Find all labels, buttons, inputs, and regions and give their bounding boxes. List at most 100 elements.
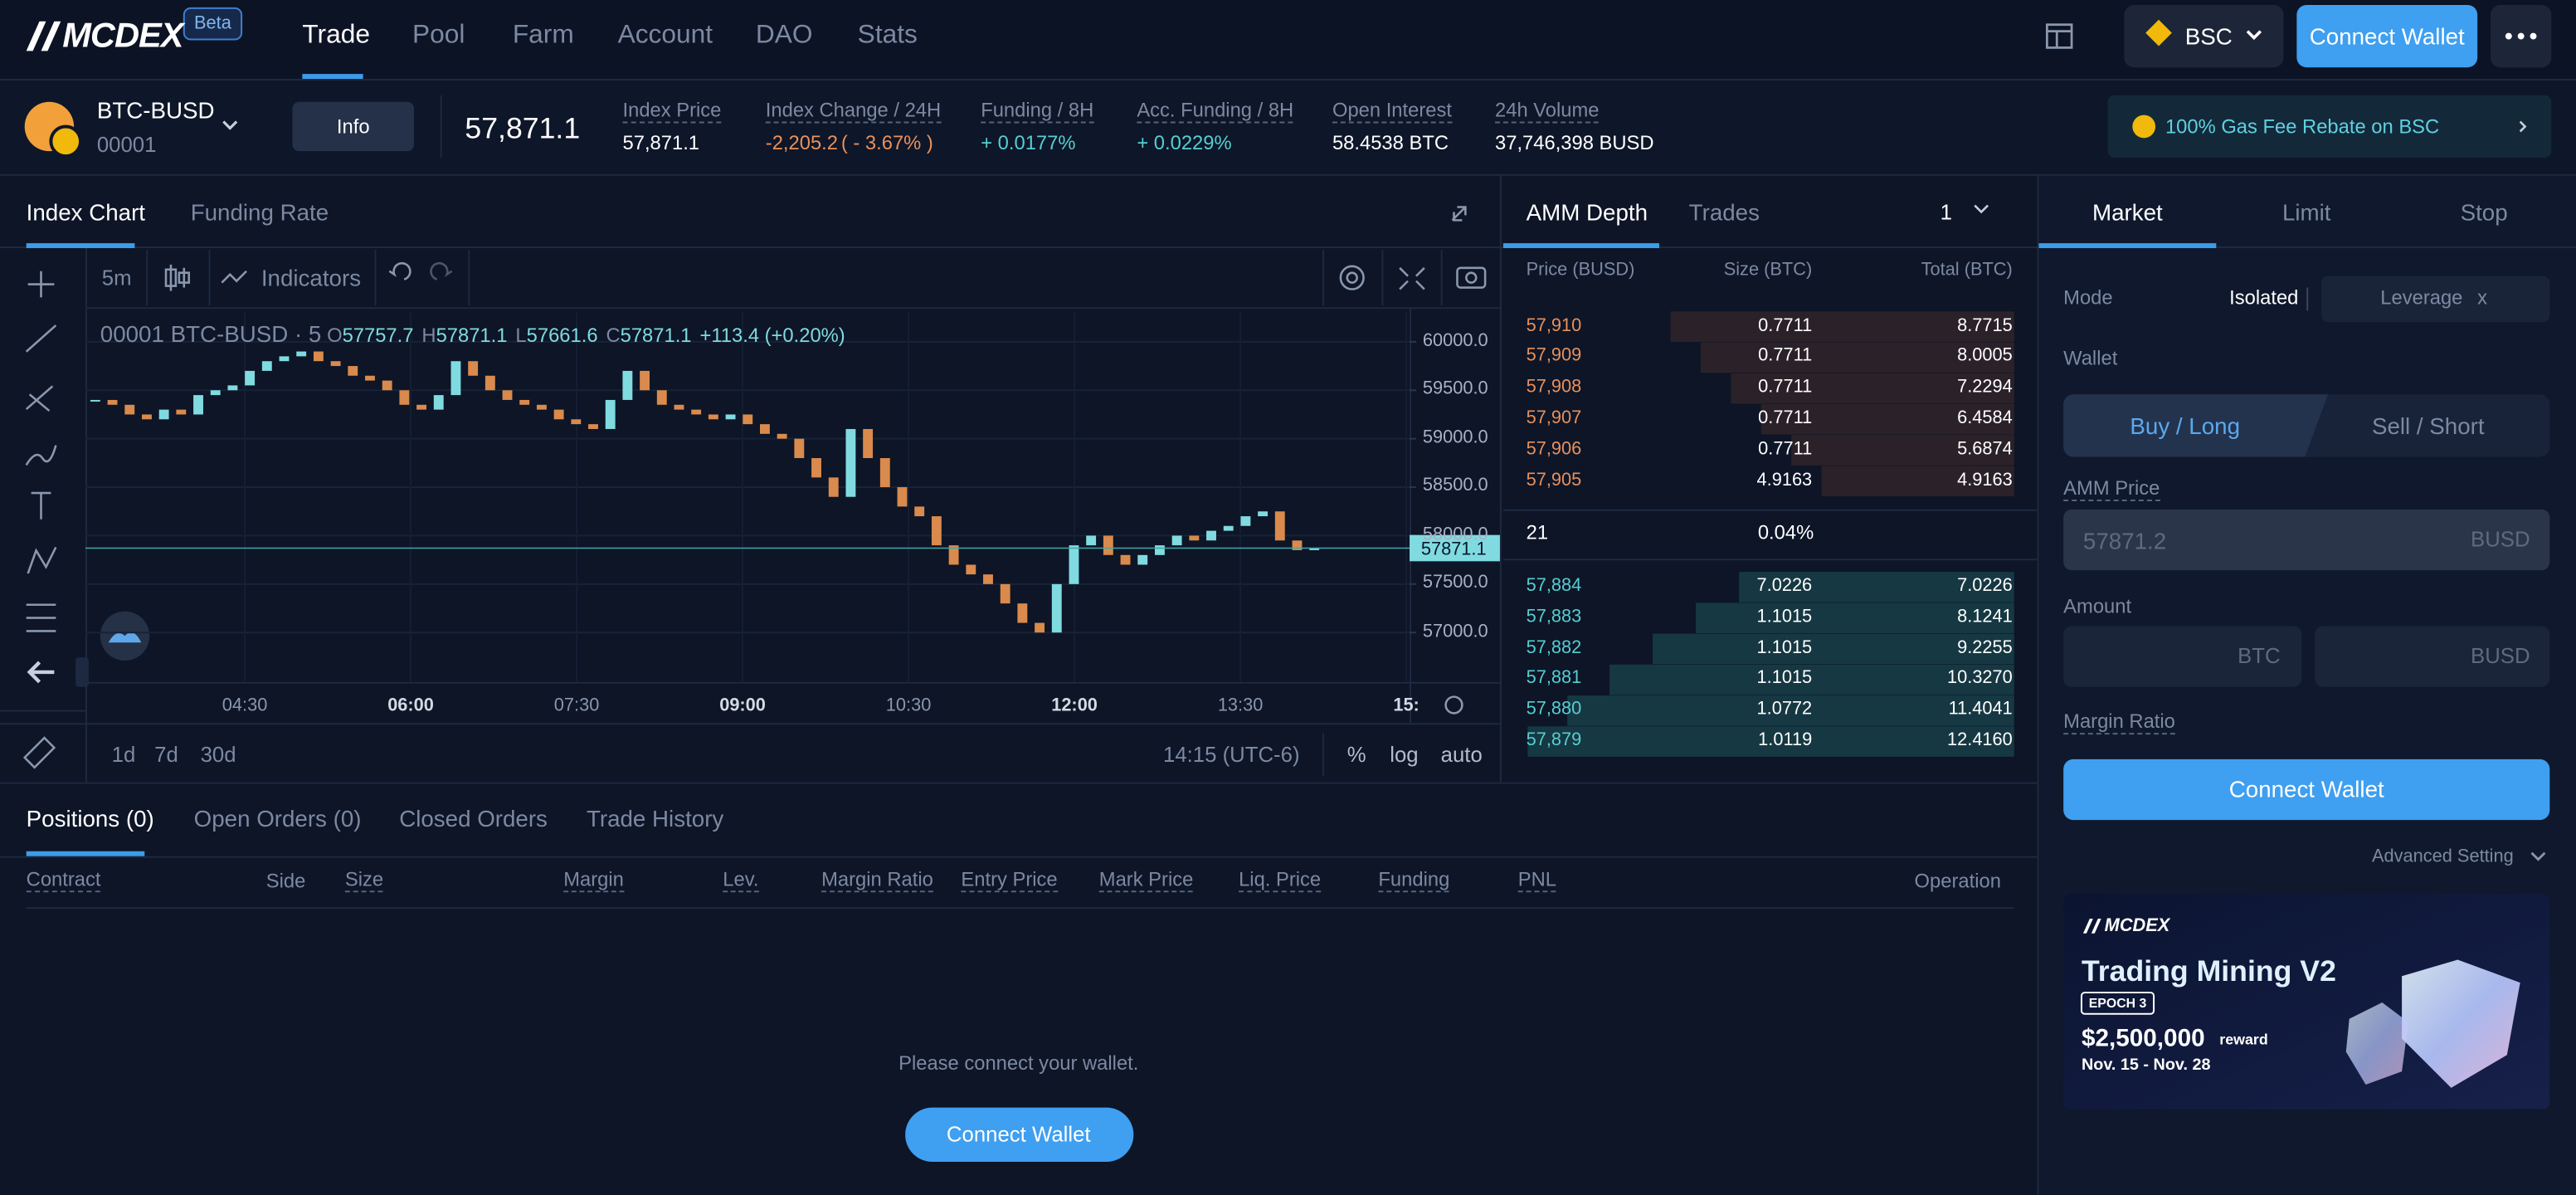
nav-link[interactable]: Stats — [857, 21, 918, 50]
amount-input[interactable] — [2063, 626, 2302, 687]
candle — [1017, 603, 1028, 623]
stat-label: 24h Volume — [1495, 98, 1600, 124]
book-price: 57,908 — [1526, 377, 1582, 398]
candle — [863, 428, 874, 459]
chart-tab[interactable]: Index Chart — [26, 198, 146, 226]
amount-input[interactable] — [2315, 626, 2550, 687]
network[interactable]: BSC — [2184, 22, 2233, 50]
rebate[interactable]: 100% Gas Fee Rebate on BSC — [2165, 115, 2440, 139]
unit: BTC — [2238, 643, 2281, 668]
book-total: 10.3270 — [1947, 668, 2013, 689]
leverage-box[interactable] — [2321, 276, 2550, 323]
candle — [193, 395, 203, 415]
margin-mode[interactable]: Isolated — [2229, 285, 2299, 310]
y-tick-label: 60000.0 — [1422, 330, 1488, 351]
sell-short[interactable]: Sell / Short — [2371, 412, 2485, 439]
trade-tab[interactable]: Stop — [2460, 198, 2508, 226]
connect-button[interactable] — [2296, 4, 2478, 68]
connect-wallet[interactable]: Connect Wallet — [2309, 22, 2465, 50]
nav-link[interactable]: DAO — [755, 21, 813, 50]
candle — [296, 351, 307, 357]
book-price: 57,882 — [1526, 637, 1582, 658]
range[interactable]: 30d — [200, 742, 236, 767]
stat-value: + 0.0177% — [981, 131, 1076, 155]
info-button[interactable] — [292, 101, 415, 152]
y-tick-label: 57500.0 — [1422, 573, 1488, 593]
depth-bar — [1670, 311, 2014, 342]
book-price: 57,907 — [1526, 407, 1582, 428]
logo-mark — [26, 21, 61, 51]
candle — [416, 404, 426, 410]
connect-wallet[interactable]: Connect Wallet — [946, 1121, 1091, 1147]
candle — [1274, 511, 1285, 541]
depth-bar — [1527, 726, 2014, 757]
ohlc-value: 57661.6 — [526, 324, 598, 347]
book-size: 1.0772 — [1756, 699, 1813, 719]
book-tab[interactable]: AMM Depth — [1526, 198, 1648, 226]
x-tick-label: 10:30 — [885, 695, 932, 716]
candle — [622, 370, 633, 400]
connect-button[interactable] — [905, 1107, 1134, 1163]
candle — [897, 487, 908, 507]
book-price: 57,880 — [1526, 699, 1582, 719]
coin-icon — [2132, 115, 2156, 139]
book-size: 0.7711 — [1758, 407, 1813, 428]
nav-link[interactable]: Account — [617, 21, 713, 50]
banner-gem — [2345, 1002, 2409, 1085]
network-button[interactable] — [2124, 4, 2284, 68]
stat-value: 57,871.1 — [622, 131, 700, 155]
book-price: 57,906 — [1526, 439, 1582, 459]
trade-tab[interactable]: Limit — [2281, 198, 2331, 226]
depth-bar — [1567, 695, 2014, 726]
range[interactable]: 7d — [154, 742, 178, 767]
interval[interactable]: 5m — [101, 265, 132, 290]
time-zone[interactable]: 14:15 (UTC-6) — [1163, 742, 1300, 767]
connect-button[interactable] — [2063, 758, 2550, 821]
range[interactable]: 1d — [111, 742, 136, 767]
book-size: 1.1015 — [1756, 607, 1813, 627]
logo: MCDEX — [62, 17, 183, 56]
candle — [1189, 535, 1200, 541]
connect-wallet[interactable]: Connect Wallet — [2228, 775, 2384, 802]
leverage[interactable]: Leverage — [2380, 285, 2463, 310]
candle — [227, 385, 238, 391]
label: Mode — [2063, 285, 2113, 310]
banner-gem — [2402, 959, 2520, 1088]
indicators[interactable]: Indicators — [261, 264, 362, 291]
buy-long[interactable]: Buy / Long — [2130, 412, 2240, 439]
stat-value: + 0.0229% — [1137, 131, 1232, 155]
chart-tab[interactable]: Funding Rate — [190, 198, 329, 226]
candle — [691, 409, 702, 415]
candle — [210, 390, 221, 396]
position-tab[interactable]: Open Orders (0) — [193, 805, 362, 832]
collapse-handle[interactable] — [75, 657, 89, 687]
nav-link[interactable]: Pool — [412, 21, 465, 50]
scale-option[interactable]: auto — [1440, 742, 1483, 767]
trade-tab[interactable]: Market — [2092, 198, 2163, 226]
last-price-tag — [1410, 534, 1500, 562]
candle — [158, 409, 169, 420]
banner-logo-mark — [2082, 918, 2101, 934]
advanced-setting[interactable]: Advanced Setting — [2371, 846, 2514, 867]
info-button[interactable]: Info — [336, 115, 370, 139]
ohlc-key: C — [606, 324, 621, 347]
candle — [382, 380, 392, 391]
step-select[interactable]: 1 — [1940, 199, 1952, 225]
position-tab[interactable]: Trade History — [586, 805, 724, 832]
x-tick-label: 15: — [1393, 695, 1419, 716]
amm-input[interactable] — [2063, 509, 2550, 571]
position-tab[interactable]: Closed Orders — [399, 805, 548, 832]
book-size: 0.7711 — [1758, 377, 1813, 398]
book-tab[interactable]: Trades — [1688, 198, 1760, 226]
position-tab[interactable]: Positions (0) — [26, 805, 154, 832]
nav-link[interactable]: Trade — [302, 21, 370, 50]
expand-icon[interactable] — [1451, 206, 1467, 222]
x-tick-label: 12:00 — [1051, 695, 1098, 716]
pair[interactable]: BTC-BUSD — [96, 96, 215, 124]
candle — [330, 361, 341, 367]
scale-option[interactable]: % — [1346, 742, 1366, 767]
nav-link[interactable]: Farm — [512, 21, 574, 50]
scale-option[interactable]: log — [1390, 742, 1419, 767]
book-header: Price (BUSD) — [1526, 260, 1635, 280]
